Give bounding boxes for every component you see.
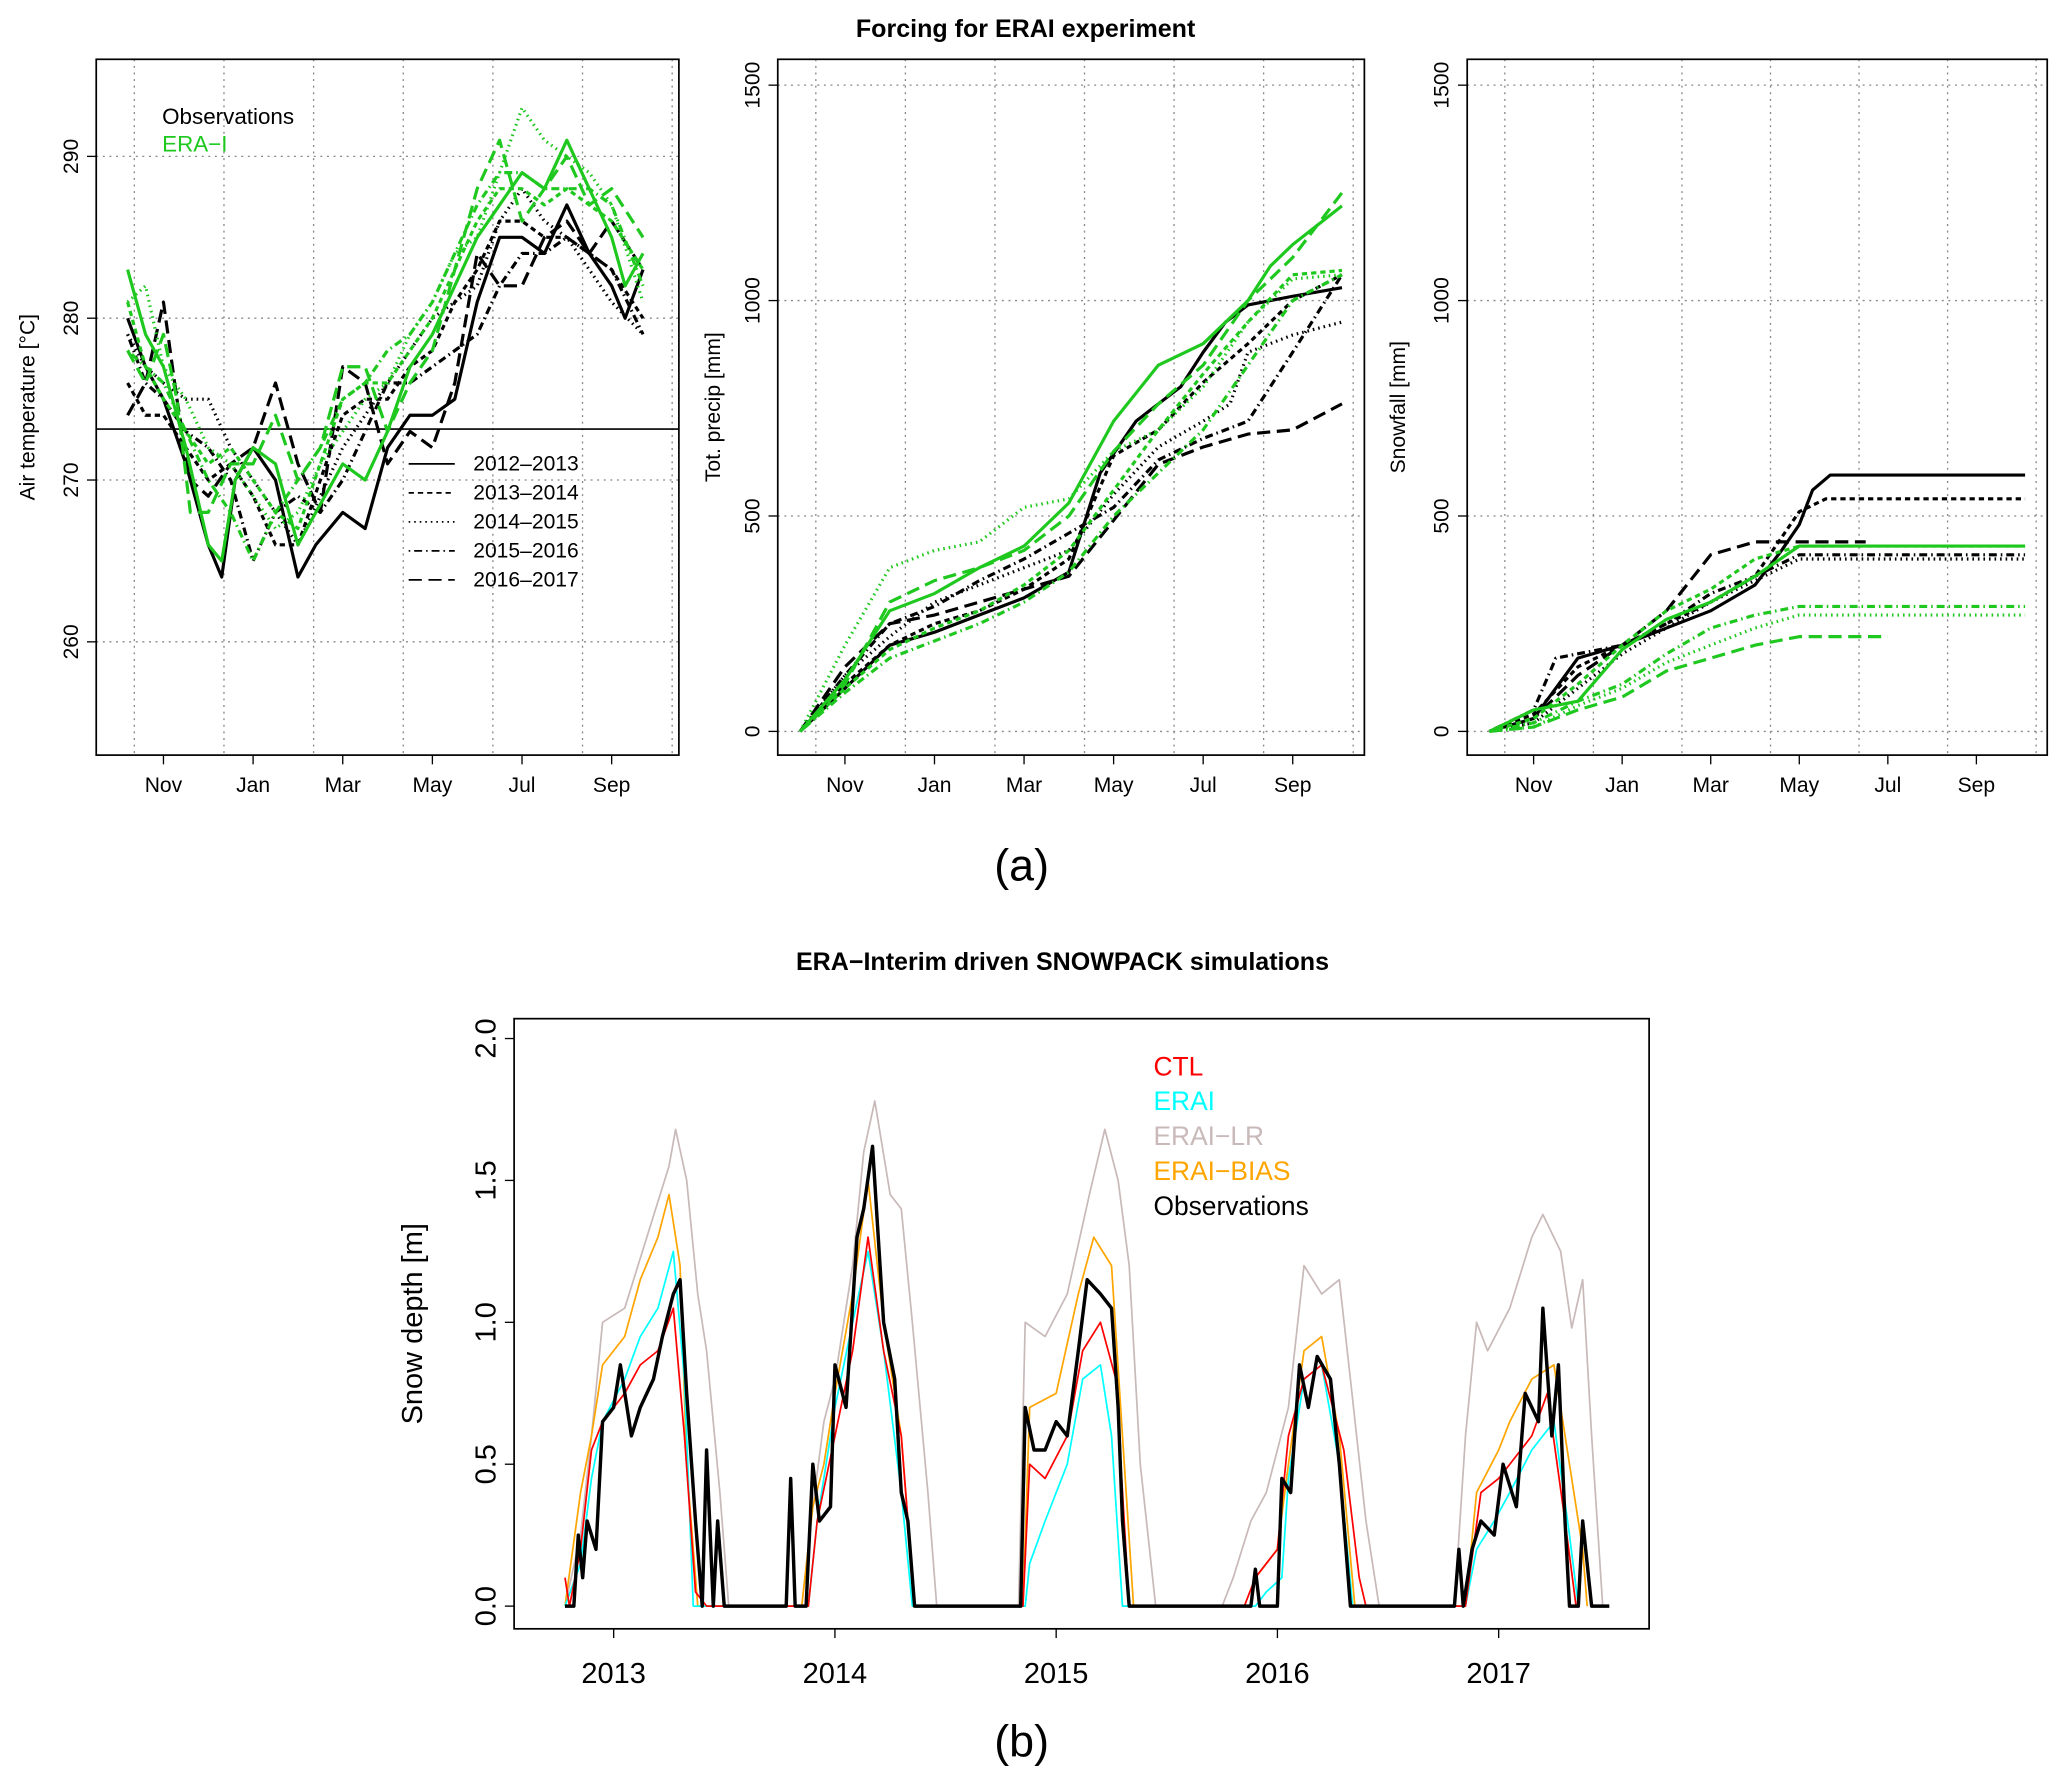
ytick-label: 260 [60,624,83,659]
ytick-label: 0.5 [471,1444,503,1484]
series-temperature-5 [126,138,645,563]
ytick-label: 290 [60,139,83,174]
series-precip-1 [799,273,1343,733]
y-axis-label: Tot. precip [mm] [702,332,725,482]
figure-a-title: Forcing for ERAI experiment [856,15,1196,43]
legend-era-i: ERA−I [162,132,227,157]
figure-b-title: ERA−Interim driven SNOWPACK simulations [796,948,1329,976]
legend-year: 2012–2013 [473,452,579,475]
xtick-label: 2016 [1245,1658,1309,1690]
xtick-label: May [1779,774,1819,797]
y-axis-label: Air temperature [°C] [16,314,39,500]
ytick-label: 1500 [1431,62,1454,109]
xtick-label: 2017 [1466,1658,1530,1690]
plot-frame [1466,58,2049,756]
series-precip-7 [798,273,1343,733]
xtick-label: Sep [1958,774,1996,797]
legend-erai: ERAI [1153,1086,1215,1116]
series-snowdepth-4 [564,1144,1610,1608]
xtick-label: Nov [826,774,864,797]
ytick-label: 1000 [741,277,764,324]
series-temperature-0 [126,203,645,579]
series-precip-2 [798,320,1343,733]
legend-erai-lr: ERAI−LR [1153,1121,1264,1151]
ytick-label: 0.0 [471,1586,503,1626]
legend-year: 2015–2016 [473,539,579,562]
xtick-label: Sep [593,774,631,797]
panel-temperature: 260 270 280 290 Nov Jan Mar May Jul Sep Air temper… [16,58,680,797]
series-snowfall-0 [1488,473,2026,733]
ytick-label: 1500 [741,62,764,109]
ytick-label: 270 [60,462,83,497]
series-snowfall-6 [1488,544,2026,733]
series-precip-9 [799,191,1344,733]
legend-observations: Observations [162,104,294,129]
xtick-label: Sep [1274,774,1312,797]
legend-erai-bias: ERAI−BIAS [1153,1156,1290,1186]
panel-precip: 0 500 1000 1500 Nov Jan Mar May Jul Sep Tot. preci… [702,58,1366,797]
legend-ctl: CTL [1153,1051,1203,1081]
xtick-label: Jul [509,774,536,797]
series-snowfall-8 [1489,604,2026,733]
xtick-label: May [1094,774,1134,797]
figure-b-label: (b) [994,1717,1049,1767]
xtick-label: 2015 [1024,1658,1088,1690]
xtick-label: Mar [1693,774,1729,797]
ytick-label: 280 [60,301,83,336]
series-snowfall-5 [1488,544,2026,733]
panel-snowdepth: 0.0 0.5 1.0 1.5 2.0 2013 2014 2015 2016 2017 Snow … [397,1017,1650,1690]
xtick-label: Jan [917,774,951,797]
series-snowfall-3 [1488,553,2026,733]
series-precip-8 [799,273,1343,733]
ytick-label: 0 [1431,726,1454,738]
xtick-label: 2014 [803,1658,867,1690]
series-temperature-9 [126,138,645,514]
ytick-label: 2.0 [471,1018,503,1058]
legend-year: 2013–2014 [473,481,579,504]
series-snowfall-9 [1489,635,1888,733]
xtick-label: Jan [236,774,270,797]
ytick-label: 500 [1431,498,1454,533]
xtick-label: Jul [1190,774,1217,797]
ytick-label: 0 [741,726,764,738]
xtick-label: Jul [1874,774,1901,797]
series-temperature-6 [126,187,645,531]
legend-obs: Observations [1153,1191,1308,1221]
plot-frame [95,58,680,756]
plot-frame [776,58,1366,756]
xtick-label: 2013 [581,1658,645,1690]
series-temperature-3 [126,235,645,563]
series-precip-3 [798,273,1344,733]
xtick-label: Jan [1605,774,1639,797]
series-snowdepth-0 [564,1100,1604,1608]
y-axis-label: Snowfall [mm] [1387,341,1410,473]
series-snowdepth-1 [564,1179,1589,1608]
xtick-label: Mar [325,774,361,797]
xtick-label: Nov [1515,774,1553,797]
y-axis-label: Snow depth [m] [397,1223,429,1424]
series-precip-4 [798,402,1343,733]
series-temperature-8 [126,171,645,563]
legend-year: 2014–2015 [473,510,579,533]
panel-snowfall: 0 500 1000 1500 Nov Jan Mar May Jul Sep Snowfall [… [1387,58,2049,797]
ytick-label: 1.5 [471,1160,503,1200]
ytick-label: 500 [741,498,764,533]
ytick-label: 1000 [1431,277,1454,324]
xtick-label: Mar [1006,774,1042,797]
xtick-label: May [412,774,452,797]
series-precip-5 [798,204,1343,733]
plot-frame [513,1017,1650,1630]
series-precip-6 [799,268,1343,733]
ytick-label: 1.0 [471,1302,503,1342]
series-snowfall-1 [1488,497,2026,733]
legend-year: 2016–2017 [473,568,579,591]
figure-a-label: (a) [994,840,1049,890]
xtick-label: Nov [145,774,183,797]
